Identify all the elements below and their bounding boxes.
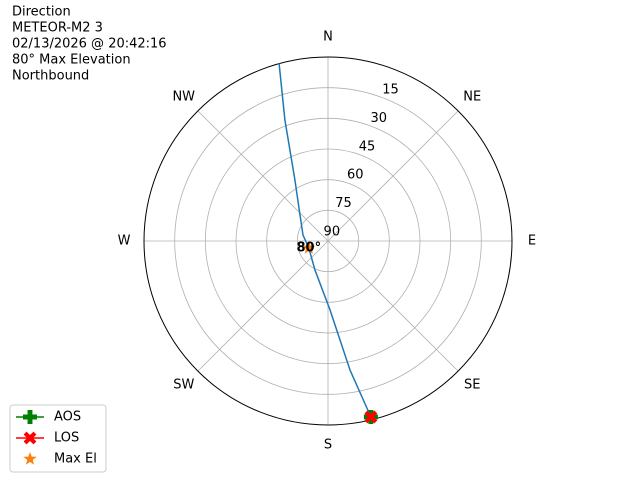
annotation: 80° <box>296 240 321 255</box>
title-line: METEOR-M2 3 <box>12 21 103 36</box>
r-tick-label: 75 <box>335 196 352 211</box>
r-tick-label: 60 <box>347 168 364 183</box>
theta-tick-label: NE <box>463 89 481 104</box>
title-line: Northbound <box>12 69 89 84</box>
legend: AOS LOS Max El <box>9 404 107 473</box>
theta-tick-label: S <box>324 438 332 453</box>
marker-star <box>302 241 316 254</box>
legend-marker <box>23 431 37 445</box>
grid-spoke <box>197 240 329 372</box>
theta-tick-label: NW <box>172 89 195 104</box>
title-line: 80° Max Elevation <box>12 53 131 68</box>
r-tick-label: 15 <box>382 83 399 98</box>
legend-marker <box>23 410 37 424</box>
polar-frame <box>143 56 513 426</box>
r-tick-label: 45 <box>359 139 376 154</box>
theta-tick-label: SE <box>464 378 480 393</box>
marker-x <box>364 410 378 424</box>
theta-tick-label: SW <box>173 378 194 393</box>
grid-spoke <box>327 110 459 242</box>
legend-label: Max El <box>54 452 97 467</box>
theta-tick-label: W <box>118 234 131 249</box>
theta-tick-label: E <box>528 234 536 249</box>
grid-spoke <box>327 240 459 372</box>
pass-track <box>278 63 372 418</box>
legend-label: LOS <box>54 431 79 446</box>
r-tick-label: 30 <box>370 111 387 126</box>
legend-marker <box>23 452 37 465</box>
r-tick-label: 90 <box>324 224 341 239</box>
title-line: Direction <box>12 5 71 20</box>
theta-tick-label: N <box>323 30 333 45</box>
legend-frame <box>9 404 107 473</box>
legend-label: AOS <box>54 410 81 425</box>
title-line: 02/13/2026 @ 20:42:16 <box>12 37 167 52</box>
grid-spoke <box>197 110 329 242</box>
